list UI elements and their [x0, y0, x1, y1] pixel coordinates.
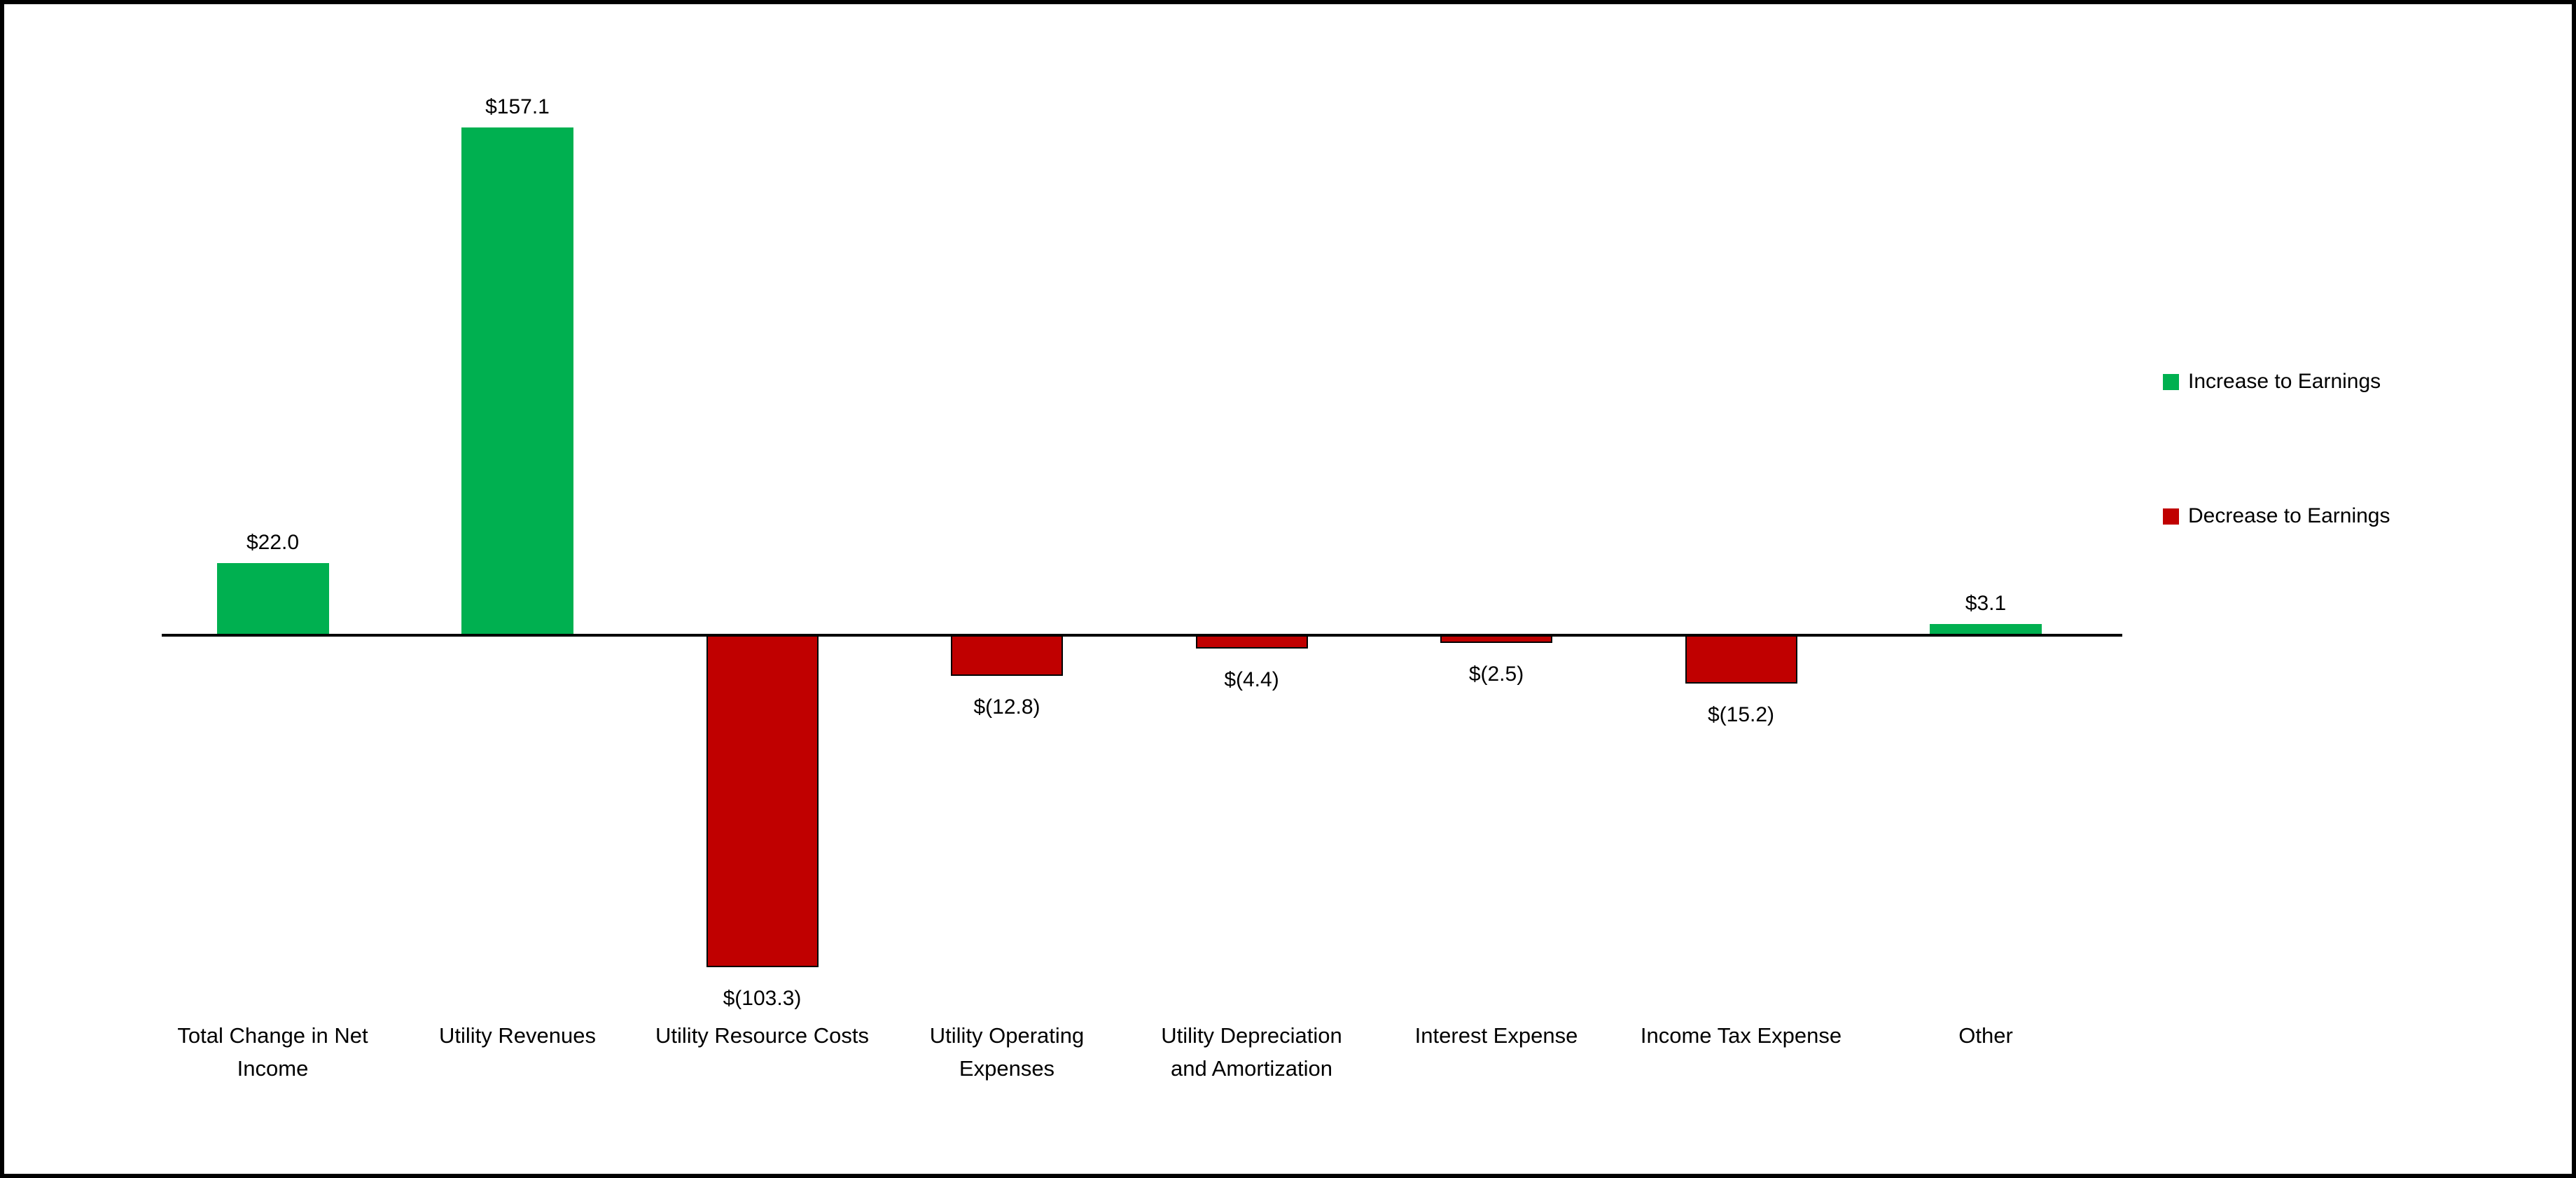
bar-total-change-in-net-income	[216, 562, 329, 634]
category-label-interest-expense: Interest Expense	[1414, 1023, 1578, 1048]
value-label-income-tax-expense: $(15.2)	[1707, 702, 1775, 726]
category-label-utility-resource-costs: Utility Resource Costs	[655, 1023, 869, 1048]
category-label-utility-revenues: Utility Revenues	[439, 1023, 596, 1048]
value-label-utility-operating-expenses: $(12.8)	[973, 695, 1040, 719]
bar-other	[1930, 623, 2042, 634]
value-label-total-change-in-net-income: $22.0	[246, 530, 300, 554]
legend-label-decrease: Decrease to Earnings	[2188, 504, 2390, 527]
bar-income-tax-expense	[1685, 635, 1797, 684]
category-label-income-tax-expense: Income Tax Expense	[1640, 1023, 1842, 1048]
category-label-other: Other	[1958, 1023, 2013, 1048]
value-label-interest-expense: $(2.5)	[1468, 662, 1524, 686]
category-label-total-change-in-net-income: Total Change in Net Income	[177, 1023, 368, 1081]
value-label-utility-revenues: $157.1	[485, 95, 550, 119]
value-label-utility-resource-costs: $(103.3)	[723, 987, 802, 1011]
category-label-utility-depreciation-and-amortization: Utility Depreciation and Amortization	[1161, 1023, 1342, 1081]
value-label-other: $3.1	[1965, 591, 2007, 615]
bar-utility-resource-costs	[706, 635, 819, 968]
value-label-utility-depreciation-and-amortization: $(4.4)	[1224, 668, 1279, 692]
decrease-swatch-icon	[2163, 508, 2179, 525]
legend-label-increase: Increase to Earnings	[2188, 370, 2381, 393]
bar-utility-operating-expenses	[951, 635, 1063, 676]
legend-item-decrease: Decrease to Earnings	[2163, 504, 2390, 528]
plot-area: $22.0 Total Change in Net Income $157.1 Uti…	[4, 4, 2572, 1174]
bar-utility-revenues	[461, 127, 573, 634]
increase-swatch-icon	[2163, 373, 2179, 390]
x-axis-line	[162, 634, 2122, 637]
legend-item-increase: Increase to Earnings	[2163, 370, 2381, 394]
category-label-utility-operating-expenses: Utility Operating Expenses	[929, 1023, 1085, 1081]
bar-utility-depreciation-and-amortization	[1195, 635, 1308, 649]
